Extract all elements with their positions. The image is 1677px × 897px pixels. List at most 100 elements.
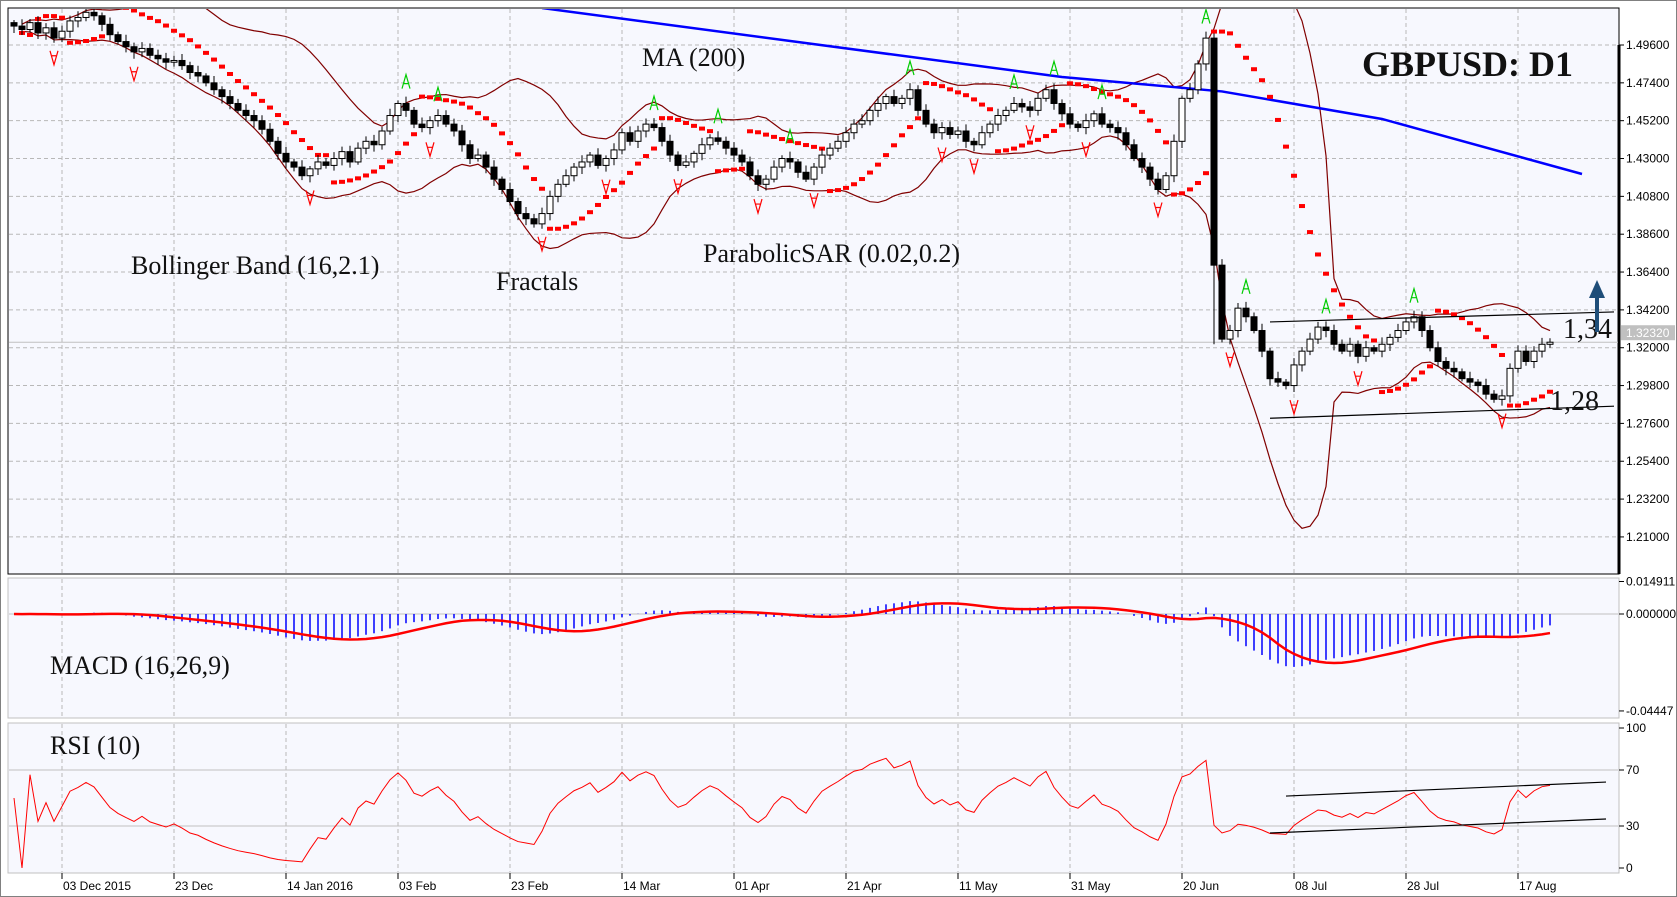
sar-dot	[955, 90, 961, 95]
fractal-up-icon	[1049, 59, 1059, 76]
candle-bearish	[1330, 330, 1338, 345]
sar-dot	[595, 202, 601, 207]
candle-bearish	[498, 178, 506, 190]
candle-bearish	[1106, 123, 1114, 129]
sar-dot	[571, 221, 577, 226]
bollinger-label: Bollinger Band (16,2.1)	[131, 251, 379, 280]
sar-dot	[515, 152, 521, 157]
candle-bullish	[1202, 37, 1210, 65]
sar-dot	[875, 162, 881, 167]
candle-bearish	[1426, 330, 1434, 349]
sar-dot	[1323, 271, 1329, 276]
sar-dot	[1339, 302, 1345, 307]
candle-bullish	[1226, 330, 1234, 340]
candle-bearish	[1098, 113, 1106, 125]
sar-dot	[1483, 335, 1489, 340]
candle-bullish	[586, 154, 594, 163]
sar-dot	[1027, 140, 1033, 145]
candle-bearish	[1274, 378, 1282, 383]
candle-bearish	[282, 152, 290, 163]
macd-tick-label: 0.014911	[1626, 574, 1675, 588]
candle-bullish	[818, 154, 826, 168]
sar-dot	[987, 107, 993, 112]
candle-bearish	[738, 154, 746, 163]
sar-dot	[1387, 388, 1393, 393]
candle-bullish	[1082, 120, 1090, 129]
sar-dot	[1331, 288, 1337, 293]
candle-bearish	[178, 59, 186, 67]
candle-bullish	[1298, 350, 1306, 366]
candle-bearish	[1066, 113, 1074, 125]
sar-dot	[803, 143, 809, 148]
sar-dot	[67, 40, 73, 45]
sar-dot	[1435, 308, 1441, 313]
candle-bearish	[674, 154, 682, 166]
rsi-tick-label: 0	[1626, 861, 1633, 875]
fractal-down-icon	[937, 147, 947, 164]
price-tick-label: 1.47400	[1626, 76, 1670, 90]
candle-bearish	[962, 130, 970, 142]
sar-dot	[243, 85, 249, 90]
rsi-tick-label: 30	[1626, 819, 1640, 833]
sar-dot	[723, 168, 729, 173]
sar-dot	[411, 132, 417, 137]
candle-bearish	[786, 158, 794, 163]
candle-bullish	[978, 132, 986, 146]
candle-bullish	[1170, 140, 1178, 177]
bollinger-upper-band	[21, 9, 1551, 332]
candle-bullish	[562, 175, 570, 185]
sar-dot	[483, 116, 489, 121]
sar-dot	[1531, 397, 1537, 402]
sar-dot	[451, 99, 457, 104]
sar-dot	[403, 141, 409, 146]
candle-bullish	[314, 161, 322, 170]
candle-bearish	[194, 72, 202, 77]
price-tick-label: 1.40800	[1626, 189, 1670, 203]
sar-dot	[1523, 401, 1529, 406]
candle-bullish	[1506, 367, 1514, 397]
price-tick-label: 1.29800	[1626, 379, 1670, 393]
sar-dot	[603, 195, 609, 200]
candle-bearish	[1322, 326, 1330, 332]
sar-dot	[91, 37, 97, 42]
sar-dot	[347, 178, 353, 183]
candle-bullish	[378, 130, 386, 146]
sar-dot	[699, 126, 705, 131]
candle-bullish	[906, 89, 914, 99]
sar-dot	[1443, 309, 1449, 314]
candle-bearish	[794, 161, 802, 173]
date-tick-label: 21 Apr	[847, 879, 882, 893]
sar-dot	[731, 167, 737, 172]
candle-bullish	[58, 30, 66, 39]
sar-dot	[1411, 377, 1417, 382]
candle-bearish	[1058, 102, 1066, 115]
candle-bullish	[698, 144, 706, 154]
candle-bearish	[50, 27, 58, 39]
candle-bearish	[266, 128, 274, 142]
sar-dot	[123, 9, 129, 10]
macd-label: MACD (16,26,9)	[50, 651, 230, 680]
candle-bearish	[722, 140, 730, 149]
sar-dot	[979, 102, 985, 107]
sar-dot	[419, 94, 425, 99]
candle-bearish	[202, 75, 210, 84]
rsi-tick-label: 70	[1626, 763, 1640, 777]
candle-bearish	[234, 102, 242, 111]
candle-bearish	[1354, 343, 1362, 357]
sar-dot	[491, 122, 497, 127]
fractal-up-icon	[713, 107, 723, 124]
candle-bearish	[1258, 330, 1266, 352]
sar-dot	[1395, 386, 1401, 391]
sar-dot	[1139, 109, 1145, 114]
candle-bullish	[770, 166, 778, 180]
sar-dot	[667, 116, 673, 121]
sar-dot	[1459, 316, 1465, 321]
candle-bullish	[882, 96, 890, 104]
candle-bearish	[1466, 378, 1474, 383]
sar-dot	[819, 146, 825, 151]
sar-dot	[883, 153, 889, 158]
candle-bearish	[1154, 178, 1162, 190]
candle-bearish	[746, 161, 754, 177]
sar-dot	[1123, 98, 1129, 103]
candle-bearish	[186, 65, 194, 74]
